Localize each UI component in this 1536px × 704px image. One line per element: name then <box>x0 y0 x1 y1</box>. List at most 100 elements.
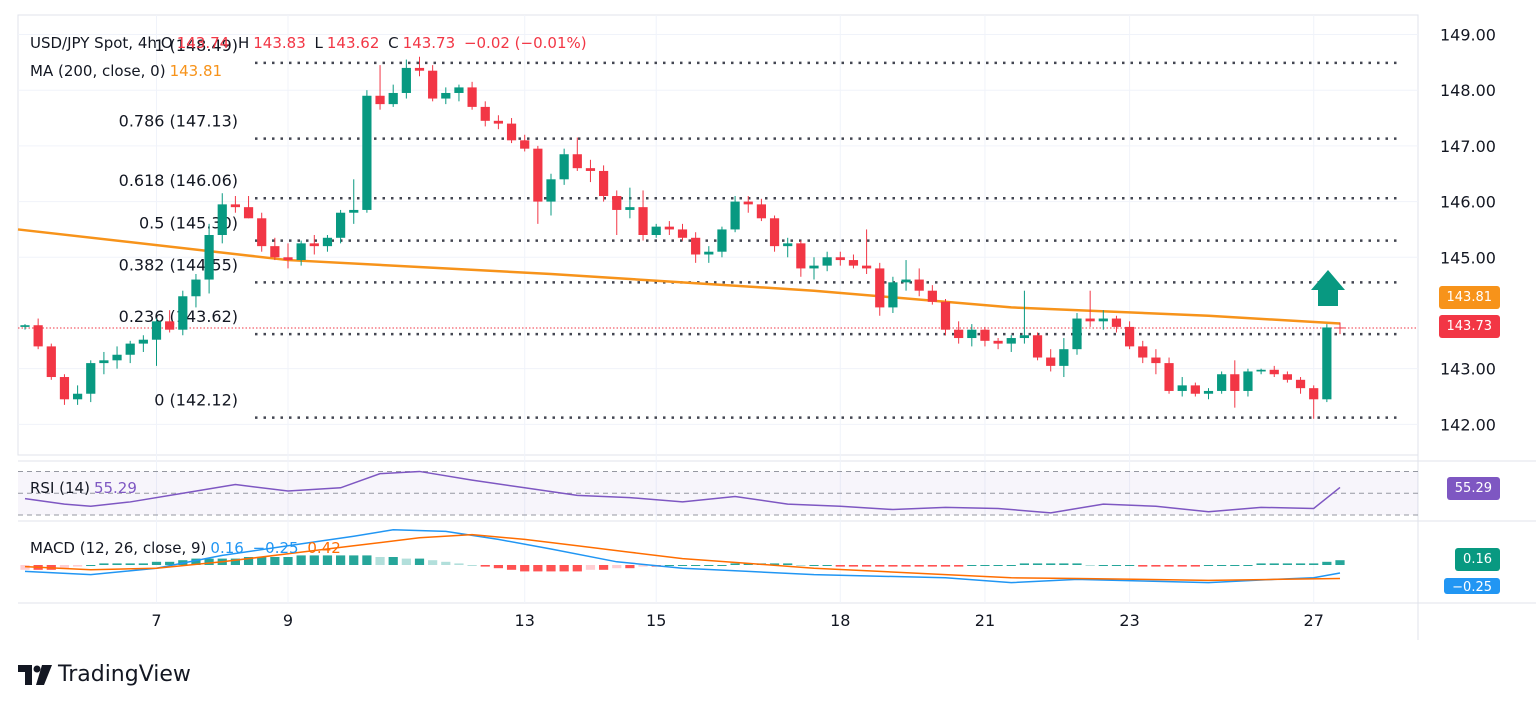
macd-hist-bar <box>980 565 990 566</box>
y-tick-label: 143.00 <box>1440 360 1496 379</box>
candle-body <box>1151 357 1161 364</box>
macd-hist-bar <box>1151 565 1161 567</box>
macd-hist-bar <box>822 565 832 566</box>
macd-hist-bar <box>796 565 806 566</box>
signal-value: −0.25 <box>252 539 299 557</box>
macd-hist-bar <box>520 565 530 572</box>
macd-hist-bar <box>704 565 714 566</box>
macd-hist-bar <box>138 563 148 565</box>
macd-hist-bar <box>362 555 372 565</box>
macd-hist-bar <box>1124 565 1135 566</box>
candle-body <box>822 257 832 266</box>
macd-hist-bar <box>533 565 543 572</box>
candle-body <box>375 95 385 105</box>
macd-hist-bar <box>1295 563 1306 565</box>
candle-body <box>848 260 859 266</box>
candle-body <box>677 229 688 238</box>
macd-hist-bar <box>638 565 648 567</box>
candle-body <box>480 106 490 121</box>
candle-body <box>940 301 951 330</box>
macd-hist-bar <box>927 565 937 567</box>
macd-hist-bar <box>414 558 425 565</box>
macd-hist-bar <box>625 565 635 569</box>
macd-hist-bar <box>125 563 135 565</box>
macd-hist-bar <box>730 563 740 565</box>
macd-hist-bar <box>901 565 911 567</box>
macd-hist-bar <box>1006 565 1016 566</box>
candle-body <box>796 243 806 269</box>
candle-body <box>1322 327 1332 400</box>
candle-body <box>638 207 648 235</box>
macd-hist-bar <box>493 565 504 569</box>
ohlc-legend: USD/JPY Spot, 4h O 143.74 H 143.83 L 143.62 … <box>30 34 587 52</box>
x-tick-label: 18 <box>830 611 850 630</box>
brand-name: TradingView <box>58 662 191 687</box>
macd-hist-bar <box>1282 563 1293 565</box>
macd-hist-bar <box>204 558 214 565</box>
macd-hist-bar <box>20 565 30 570</box>
macd-hist-bar <box>1217 565 1227 566</box>
macd-hist-bar <box>335 555 346 565</box>
candle-body <box>165 321 175 330</box>
candle-body <box>1335 327 1345 329</box>
candle-body <box>33 325 43 347</box>
macd-hist-bar <box>467 565 477 566</box>
macd-line <box>24 529 1341 584</box>
macd-hist-bar <box>1309 563 1319 565</box>
candle-body <box>1046 357 1056 366</box>
candle-body <box>993 340 1003 344</box>
y-tick-label: 146.00 <box>1440 193 1496 212</box>
candle-body <box>533 148 543 202</box>
macd-hist-bar <box>1138 565 1148 567</box>
candle-body <box>914 279 924 291</box>
fib-level-label: 0.382 (144.55) <box>119 255 238 274</box>
x-tick-label: 13 <box>515 611 535 630</box>
macd-hist-bar <box>875 565 885 567</box>
candle-body <box>467 87 477 107</box>
candle-body <box>46 346 56 378</box>
x-tick-label: 23 <box>1119 611 1139 630</box>
change-value: −0.02 (−0.01%) <box>463 34 587 52</box>
macd-hist-bar <box>296 555 306 565</box>
candle-body <box>901 279 911 283</box>
candle-body <box>1203 390 1214 394</box>
candle-body <box>191 279 201 297</box>
candle-body <box>1269 369 1279 375</box>
macd-hist-bar <box>86 565 96 566</box>
candle-body <box>414 67 425 71</box>
candle-body <box>598 170 609 197</box>
candle-body <box>572 154 582 169</box>
candle-body <box>1282 374 1293 380</box>
candle-body <box>112 354 122 361</box>
candle-body <box>151 321 162 340</box>
macd-hist-bar <box>1177 565 1187 567</box>
macd-hist-bar <box>401 558 411 565</box>
macd-price-label: 0.16 <box>1455 548 1500 571</box>
ma-label: MA (200, close, 0) <box>30 62 166 80</box>
candle-body <box>72 393 83 400</box>
candle-body <box>322 237 333 247</box>
candle-body <box>664 226 674 230</box>
last-price-label: 143.73 <box>1438 315 1500 338</box>
candle-body <box>691 237 701 255</box>
macd-hist-bar <box>1032 563 1043 565</box>
macd-hist-bar <box>783 563 793 565</box>
candle-body <box>125 343 135 355</box>
rsi-band <box>18 471 1418 515</box>
candle-body <box>861 265 872 269</box>
macd-hist-bar <box>848 565 859 567</box>
fib-level-label: 0.786 (147.13) <box>119 112 238 131</box>
macd-hist-bar <box>691 565 701 566</box>
candle-body <box>612 196 622 210</box>
macd-hist-bar <box>1111 565 1122 566</box>
candle-body <box>1019 335 1030 339</box>
tradingview-logo: TradingView <box>18 662 191 687</box>
macd-hist-bar <box>1164 565 1174 567</box>
macd-hist-bar <box>243 557 254 565</box>
macd-hist-bar <box>572 565 582 572</box>
macd-hist-bar <box>1098 565 1108 566</box>
rsi-value: 55.29 <box>93 479 137 497</box>
x-tick-label: 9 <box>283 611 293 630</box>
candle-body <box>1059 349 1069 366</box>
candle-body <box>454 87 464 93</box>
